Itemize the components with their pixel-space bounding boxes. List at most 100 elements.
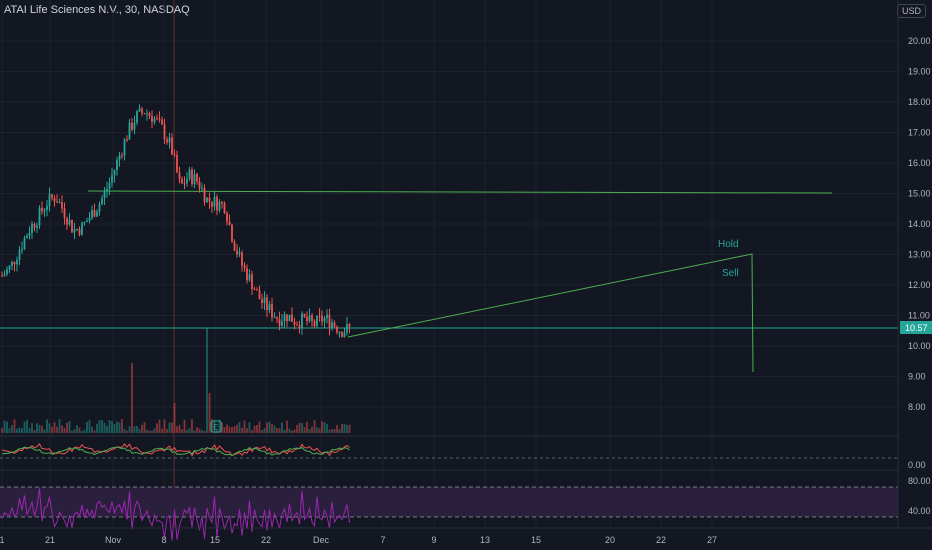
volume-bar	[213, 420, 216, 433]
volume-bar	[176, 426, 178, 433]
volume-bar	[56, 426, 58, 433]
rsi-band	[0, 487, 898, 517]
volume-bar	[61, 425, 63, 433]
candle-body	[321, 315, 323, 322]
candle-body	[273, 317, 276, 319]
last-price-value: 10.57	[905, 323, 928, 333]
price-tick: 13.00	[908, 250, 931, 260]
time-tick: 22	[261, 535, 271, 545]
candle-body	[106, 188, 108, 191]
time-tick: Dec	[313, 535, 330, 545]
volume-bar	[308, 428, 311, 433]
candle-body	[261, 299, 263, 303]
candle-body	[121, 155, 123, 157]
volume-bar	[171, 422, 173, 433]
volume-bar	[21, 428, 23, 433]
horizontal-level-line[interactable]	[87, 190, 833, 194]
volume-bar	[193, 430, 196, 433]
volume-bar	[293, 429, 296, 433]
volume-bar	[48, 423, 51, 433]
volume-bar	[151, 430, 153, 433]
time-axis[interactable]: 1 21 Nov 8 15 22 Dec 7 9 13 15 20 22 27	[0, 535, 717, 545]
volume-bar	[348, 424, 351, 433]
earnings-badge: E	[213, 423, 218, 432]
volume-bar	[36, 423, 38, 433]
volume-bar	[143, 422, 146, 433]
candle-body	[316, 315, 318, 326]
candle-body	[21, 248, 23, 251]
candle-body	[131, 122, 133, 130]
volume-bar	[138, 429, 141, 433]
candle-body	[313, 321, 316, 326]
candle-body	[16, 259, 18, 265]
volume-bar	[206, 328, 208, 433]
price-tick: 19.00	[908, 67, 931, 77]
candle-body	[346, 324, 348, 333]
volume-bar	[73, 429, 76, 433]
volume-bar	[346, 424, 348, 433]
candle-body	[188, 169, 191, 179]
candle-body	[78, 228, 81, 235]
volume-bar	[343, 423, 346, 433]
volume-bar	[83, 429, 86, 433]
time-tick: 8	[161, 535, 166, 545]
volume-bar	[313, 419, 316, 433]
volume-bar	[38, 425, 41, 433]
candle-body	[338, 332, 341, 334]
volume-bar	[3, 420, 6, 433]
candle-body	[231, 224, 233, 242]
volume-bar	[178, 424, 181, 433]
price-tick: 8.00	[908, 402, 926, 412]
candle-body	[276, 317, 278, 320]
volume-bar	[8, 428, 11, 433]
candle-body	[56, 201, 58, 203]
candle-body	[141, 108, 143, 114]
candle-body	[343, 332, 346, 337]
candle-body	[153, 118, 156, 122]
candle-body	[263, 297, 266, 303]
time-tick: 9	[431, 535, 436, 545]
candle-body	[191, 169, 193, 185]
candle-body	[213, 196, 216, 207]
candle-body	[198, 181, 201, 189]
candle-body	[311, 315, 313, 322]
candle-body	[88, 217, 91, 221]
volume-bar	[101, 420, 103, 433]
candle-body	[328, 314, 331, 328]
candle-body	[176, 154, 178, 173]
price-axis[interactable]: 20.00 19.00 18.00 17.00 16.00 15.00 14.00 13.00…	[908, 36, 931, 412]
candle-body	[206, 197, 208, 203]
volume-bar	[88, 419, 91, 433]
candle-body	[183, 183, 186, 185]
candle-body	[83, 221, 86, 223]
trend-line[interactable]	[347, 253, 754, 373]
candle-body	[66, 217, 68, 225]
candle-body	[186, 178, 188, 184]
volume-bar	[286, 420, 288, 433]
candle-body	[208, 197, 211, 202]
candle-body	[68, 219, 71, 225]
candle-body	[181, 179, 183, 184]
volume-bar	[203, 430, 206, 433]
volume-bar	[93, 430, 96, 433]
volume-bar	[141, 424, 143, 433]
grid	[0, 0, 898, 528]
volume-bar	[303, 427, 306, 433]
volume-bar	[26, 419, 28, 433]
candle-body	[11, 261, 13, 266]
earnings-marker[interactable]: E	[210, 420, 222, 433]
currency-badge[interactable]: USD	[896, 4, 926, 18]
volume-bar	[91, 426, 93, 433]
hold-label: Hold	[718, 239, 739, 250]
candle-body	[48, 194, 51, 206]
candle-body	[148, 113, 151, 116]
volume-bar	[198, 428, 201, 433]
candle-body	[161, 119, 163, 125]
candle-body	[348, 324, 351, 327]
volume-bar	[276, 428, 278, 433]
candle-body	[18, 250, 21, 260]
candle-body	[296, 324, 298, 326]
candle-body	[318, 315, 321, 317]
candle-body	[268, 303, 271, 311]
